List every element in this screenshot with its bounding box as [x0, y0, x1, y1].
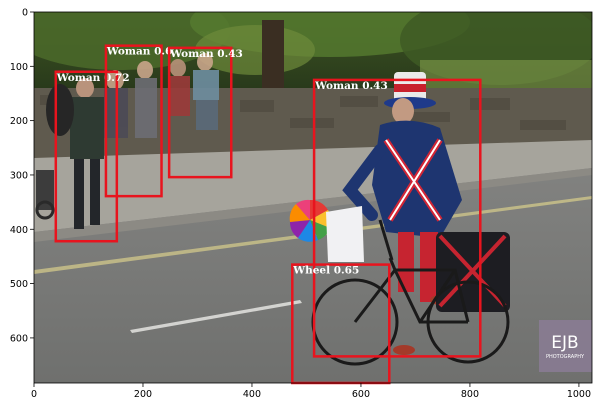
x-tick-label: 0	[31, 389, 37, 400]
detection-box	[54, 70, 119, 243]
y-tick-label: 100	[10, 62, 28, 73]
x-tick-label: 600	[352, 389, 370, 400]
axes-frame	[33, 11, 593, 384]
detection-box	[312, 78, 482, 358]
y-axis: 0 100 200 300 400 500 600	[10, 8, 34, 344]
y-tick-label: 300	[10, 170, 28, 181]
x-tick-label: 800	[461, 389, 479, 400]
x-axis: 0 200 400 600 800 1000	[31, 383, 591, 400]
y-tick-label: 600	[10, 333, 28, 344]
detection-label: Woman 0.43	[169, 48, 243, 60]
y-tick-label: 400	[10, 225, 28, 236]
y-tick-label: 0	[22, 8, 28, 19]
street-photo: EJB PHOTOGRAPHY	[34, 12, 592, 383]
detection-box	[104, 44, 163, 198]
watermark-sub-text: PHOTOGRAPHY	[546, 354, 585, 360]
x-tick-label: 200	[134, 389, 152, 400]
x-tick-label: 400	[243, 389, 261, 400]
detection-label: Woman 0.72	[56, 72, 130, 84]
detection-box	[167, 46, 233, 179]
detection-label: Woman 0.6	[106, 46, 172, 58]
x-tick-label: 1000	[567, 389, 591, 400]
watermark-main-text: EJB	[551, 333, 578, 353]
detection-label: Wheel 0.65	[292, 265, 359, 277]
watermark: EJB PHOTOGRAPHY	[539, 320, 592, 372]
y-tick-label: 500	[10, 279, 28, 290]
y-tick-label: 200	[10, 116, 28, 127]
detection-label: Woman 0.43	[314, 80, 388, 92]
